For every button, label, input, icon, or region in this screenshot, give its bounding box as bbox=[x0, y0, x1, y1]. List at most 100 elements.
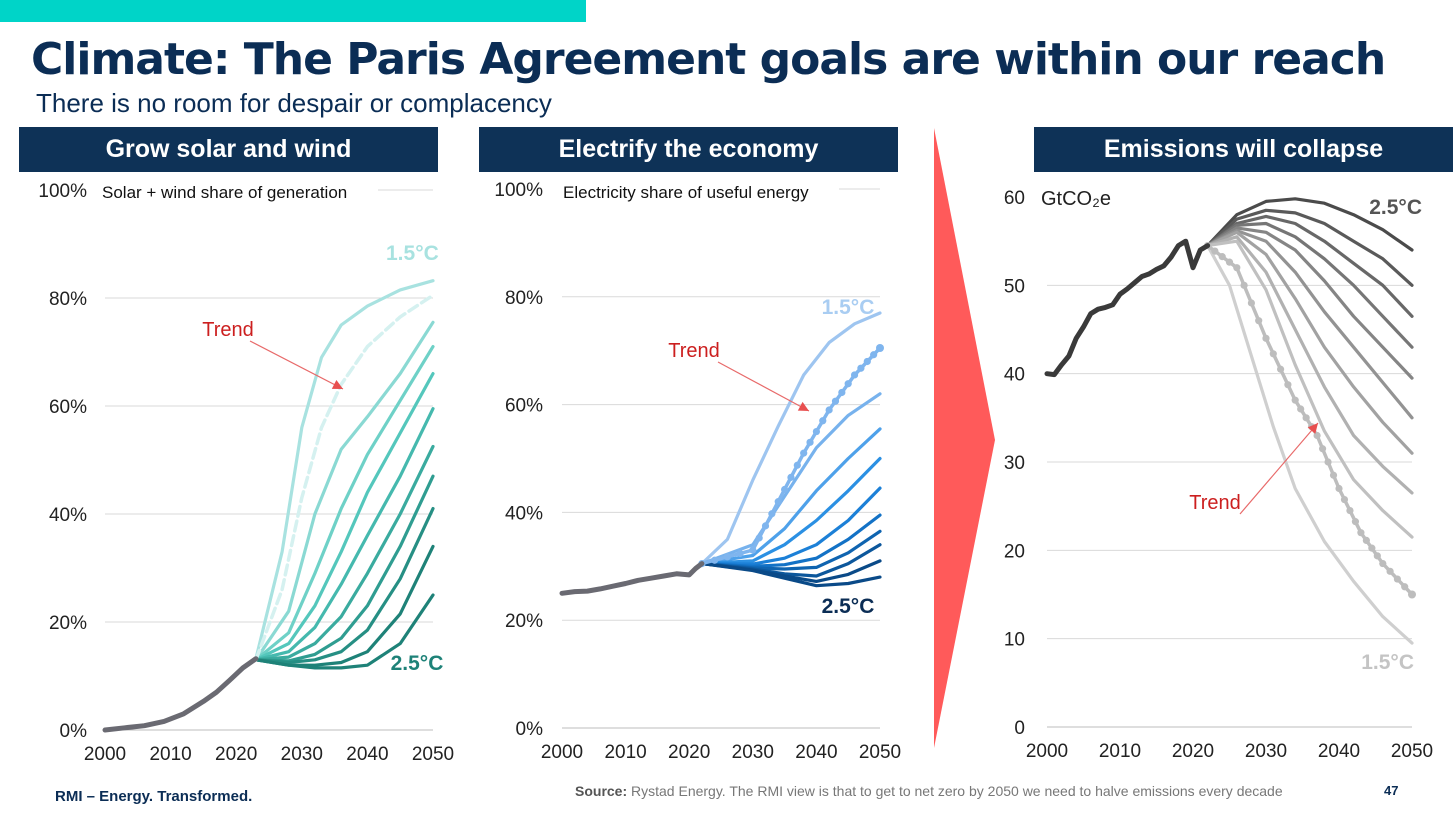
scenario-line bbox=[700, 486, 882, 566]
trend-point bbox=[1211, 247, 1219, 255]
trend-label: Trend bbox=[1189, 492, 1241, 514]
trend-point bbox=[1240, 281, 1248, 289]
scenario-line bbox=[254, 407, 435, 662]
trend-point bbox=[1357, 529, 1365, 537]
x-tick-label: 2040 bbox=[1318, 741, 1360, 762]
trend-point bbox=[1284, 381, 1292, 389]
x-tick-label: 2030 bbox=[1245, 741, 1287, 762]
scenario-line bbox=[700, 392, 882, 566]
trend-arrow-line bbox=[717, 361, 810, 412]
scenario-label-top: 1.5°C bbox=[822, 296, 875, 319]
scenario-line bbox=[254, 320, 435, 662]
trend-point bbox=[825, 406, 833, 414]
x-tick-label: 2040 bbox=[346, 744, 388, 765]
trend-point bbox=[806, 438, 814, 446]
trend-point bbox=[1218, 253, 1226, 261]
trend-label: Trend bbox=[668, 340, 720, 362]
trend-point bbox=[1318, 445, 1327, 453]
trend-arrow-line bbox=[1239, 422, 1319, 515]
trend-point bbox=[1302, 414, 1310, 422]
trend-point bbox=[1386, 567, 1394, 575]
scenario-label-bottom: 2.5°C bbox=[822, 595, 875, 618]
x-tick-label: 2010 bbox=[149, 744, 191, 765]
scenario-line bbox=[1205, 208, 1414, 287]
x-tick-label: 2020 bbox=[668, 742, 710, 763]
scenario-line bbox=[1205, 226, 1414, 380]
trend-point bbox=[1297, 405, 1305, 413]
x-tick-label: 2010 bbox=[1099, 741, 1141, 762]
panel-header-emissions: Emissions will collapse bbox=[1034, 127, 1453, 172]
x-tick-label: 2010 bbox=[604, 742, 646, 763]
y-tick-label: 50 bbox=[1004, 276, 1025, 297]
x-tick-label: 2000 bbox=[84, 744, 126, 765]
y-tick-label: 60% bbox=[49, 397, 87, 418]
trend-arrow-head bbox=[331, 379, 343, 389]
scenario-line bbox=[254, 593, 435, 670]
trend-point bbox=[831, 397, 840, 405]
accent-bar bbox=[0, 0, 586, 22]
trend-point bbox=[800, 449, 808, 457]
trend-point bbox=[774, 498, 782, 506]
page-subtitle: There is no room for despair or complace… bbox=[36, 88, 552, 118]
scenario-line bbox=[1205, 221, 1414, 349]
trend-point bbox=[876, 344, 884, 353]
y-tick-label: 0 bbox=[1014, 718, 1025, 739]
trend-point bbox=[1346, 506, 1354, 515]
scenario-line bbox=[254, 372, 435, 662]
chart-title: GtCO₂e bbox=[1041, 188, 1111, 210]
trend-point bbox=[1291, 396, 1299, 404]
y-tick-label: 40% bbox=[505, 503, 543, 524]
trend-point bbox=[781, 485, 789, 494]
transition-arrow bbox=[934, 128, 995, 748]
trend-arrow-head bbox=[797, 401, 809, 411]
x-tick-label: 2020 bbox=[1172, 741, 1214, 762]
y-tick-label: 80% bbox=[505, 288, 543, 309]
trend-point bbox=[1335, 484, 1343, 493]
scenario-line bbox=[1205, 197, 1414, 252]
panel-header-electrify: Electrify the economy bbox=[479, 127, 898, 172]
trend-label: Trend bbox=[202, 319, 254, 341]
scenario-line bbox=[700, 311, 882, 566]
trend-point bbox=[1401, 583, 1409, 591]
scenario-line bbox=[1205, 214, 1414, 318]
y-tick-label: 80% bbox=[49, 289, 87, 310]
x-tick-label: 2050 bbox=[412, 744, 454, 765]
x-tick-label: 2020 bbox=[215, 744, 257, 765]
trend-arrow-line bbox=[249, 340, 344, 390]
history-line bbox=[1044, 238, 1211, 378]
scenario-line bbox=[1205, 235, 1414, 495]
footer-source-label: Source: bbox=[575, 783, 628, 799]
scenario-line bbox=[254, 279, 435, 661]
y-tick-label: 40 bbox=[1004, 365, 1025, 386]
trend-point bbox=[1368, 544, 1376, 552]
scenario-line bbox=[254, 507, 435, 665]
chart-solar-wind: 0% 20% 40% 60% 80% 100% 2000 2010 2020 2030 2040 20… bbox=[38, 181, 454, 765]
scenario-line bbox=[700, 456, 882, 566]
trend-point bbox=[1379, 559, 1387, 568]
scenario-line bbox=[1205, 244, 1414, 645]
trend-point bbox=[850, 371, 859, 379]
trend-point bbox=[1340, 495, 1349, 504]
trend-point bbox=[749, 546, 757, 554]
trend-point bbox=[1393, 575, 1401, 583]
chart-title: Solar + wind share of generation bbox=[102, 183, 347, 202]
trend-point bbox=[838, 388, 846, 397]
trend-point bbox=[819, 417, 827, 425]
history-line bbox=[559, 561, 705, 596]
trend-point bbox=[1373, 552, 1381, 560]
scenario-line bbox=[1205, 230, 1414, 455]
footer-source-text: Rystad Energy. The RMI view is that to g… bbox=[627, 783, 1283, 799]
x-tick-label: 2050 bbox=[859, 742, 901, 763]
trend-point bbox=[870, 351, 878, 359]
y-tick-label: 40% bbox=[49, 505, 87, 526]
trend-point bbox=[793, 461, 801, 469]
trend-point bbox=[1247, 299, 1255, 307]
trend-point bbox=[1362, 536, 1370, 544]
trend-point bbox=[1277, 365, 1285, 373]
history-line bbox=[102, 656, 259, 733]
page-number: 47 bbox=[1384, 783, 1399, 798]
footer-org: RMI – Energy. Transformed. bbox=[55, 788, 253, 805]
y-tick-label: 10 bbox=[1004, 630, 1025, 651]
